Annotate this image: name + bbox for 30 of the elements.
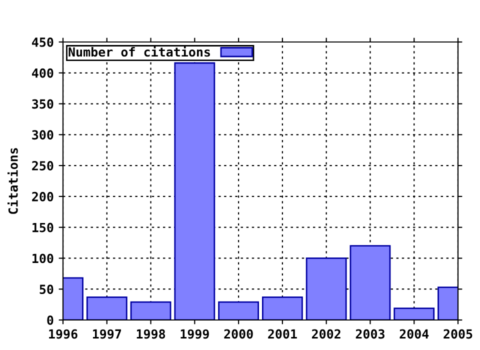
y-tick-label: 50	[40, 284, 54, 294]
x-tick-label: 2004	[400, 329, 429, 339]
y-tick-label: 450	[32, 37, 54, 47]
y-tick-label: 100	[32, 254, 54, 264]
y-tick-label: 300	[32, 130, 54, 140]
bar	[218, 301, 259, 320]
x-tick-label: 2003	[356, 329, 384, 339]
y-tick-label: 0	[47, 315, 54, 325]
x-tick-label: 2005	[444, 329, 472, 339]
x-tick-label: 1999	[180, 329, 209, 339]
x-tick-label: 1998	[136, 329, 166, 339]
x-tick-label: 1996	[49, 329, 78, 339]
bar	[174, 62, 216, 320]
legend-label: Number of citations	[68, 46, 210, 57]
y-axis-title: Citations	[8, 148, 18, 214]
y-tick-label: 150	[32, 222, 54, 232]
bar	[130, 301, 172, 320]
bar	[306, 258, 347, 320]
y-tick-label: 250	[32, 161, 54, 170]
x-tick-label: 2002	[312, 329, 340, 339]
bar	[394, 308, 435, 320]
bar	[350, 245, 391, 320]
y-tick-label: 200	[32, 192, 54, 202]
y-tick-label: 400	[32, 68, 54, 78]
bar	[86, 296, 128, 320]
bar	[262, 296, 303, 320]
x-tick-label: 2000	[224, 329, 253, 339]
x-tick-label: 1997	[92, 329, 121, 339]
x-tick-label: 2001	[268, 329, 297, 339]
y-tick-label: 350	[32, 99, 54, 109]
